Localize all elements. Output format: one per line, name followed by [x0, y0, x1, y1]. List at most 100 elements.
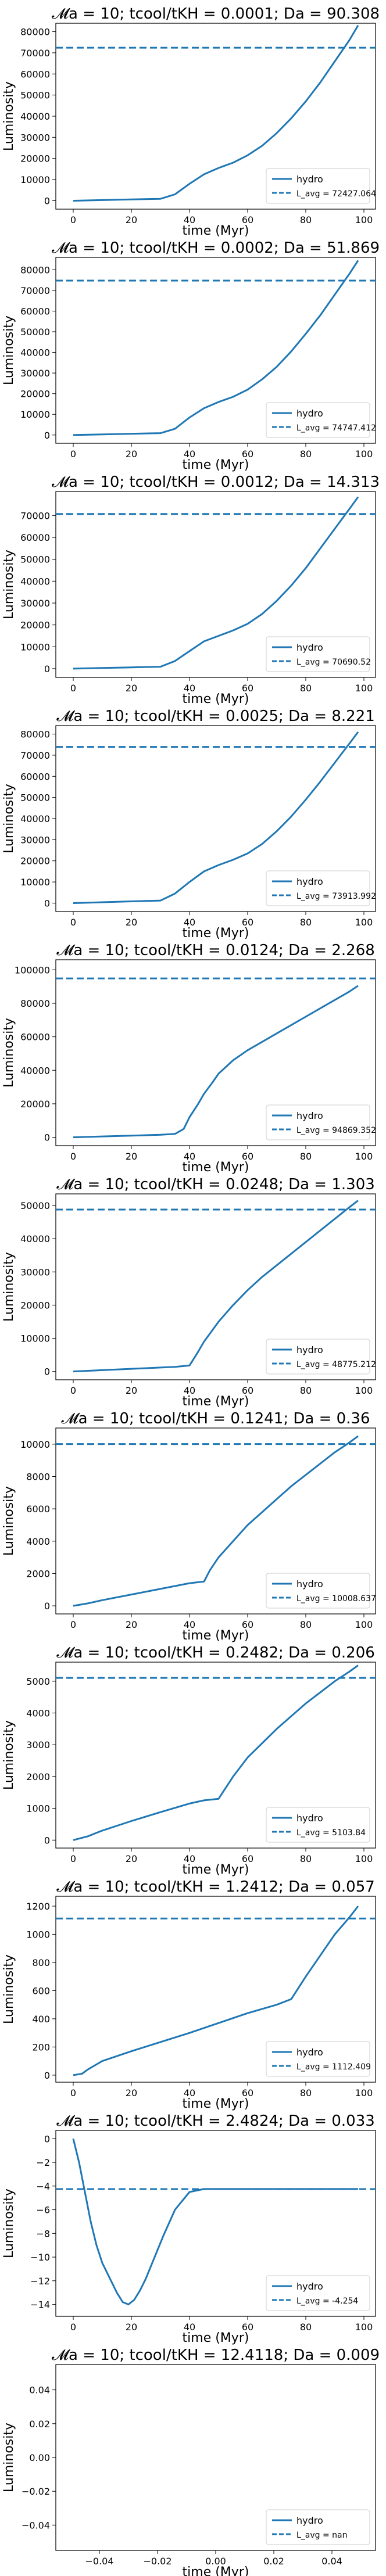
y-tick-label: 1000 — [26, 1929, 50, 1940]
y-tick-label: 800 — [32, 1957, 50, 1968]
chart-panel-3: 𝓜a = 10; tcool/tKH = 0.0012; Da = 14.313… — [2, 473, 380, 706]
y-tick-label: 20000 — [20, 620, 50, 631]
legend-box — [266, 402, 370, 438]
hydro-series-line — [73, 1906, 359, 2076]
x-tick-label: 40 — [184, 449, 195, 460]
legend-entry: hydro — [296, 1110, 323, 1121]
chart-panel-7: 𝓜a = 10; tcool/tKH = 0.1241; Da = 0.36 0 2… — [2, 1410, 376, 1643]
x-tick-label: 100 — [355, 2322, 373, 2333]
y-tick-label: −10 — [30, 2252, 50, 2263]
legend: hydro L_avg = 5103.84 — [266, 1807, 370, 1843]
y-tick-label: −12 — [30, 2276, 50, 2287]
x-axis-label: time (Myr) — [183, 224, 249, 238]
y-tick-label: 0 — [44, 1132, 50, 1143]
x-tick-label: 80 — [300, 683, 312, 694]
y-tick-label: 60000 — [20, 532, 50, 543]
plot-frame — [55, 2130, 376, 2317]
x-tick-label: −0.04 — [85, 2556, 113, 2567]
legend-entry: hydro — [296, 2281, 323, 2292]
x-tick-label: 60 — [242, 1385, 253, 1396]
y-tick-label: 70000 — [20, 750, 50, 761]
y-tick-label: 0.02 — [29, 2419, 50, 2430]
y-tick-label: 0 — [44, 195, 50, 206]
legend: hydro L_avg = 74747.412 — [266, 402, 376, 438]
y-tick-label: 50000 — [20, 327, 50, 338]
legend: hydro L_avg = -4.254 — [266, 2275, 370, 2311]
x-tick-label: 0 — [70, 1385, 76, 1396]
y-tick-label: 40000 — [20, 111, 50, 122]
x-tick-label: 0 — [70, 214, 76, 225]
chart-panel-8: 𝓜a = 10; tcool/tKH = 0.2482; Da = 0.206 0… — [2, 1644, 376, 1877]
x-tick-label: 0 — [70, 1619, 76, 1630]
y-tick-label: 20000 — [20, 1099, 50, 1110]
x-tick-label: 80 — [300, 2322, 312, 2333]
x-tick-label: 0 — [70, 1853, 76, 1864]
x-tick-label: 80 — [300, 2087, 312, 2098]
x-tick-label: 0 — [70, 2322, 76, 2333]
legend: hydro L_avg = nan — [266, 2509, 370, 2545]
x-tick-label: 100 — [355, 214, 373, 225]
y-tick-label: 70000 — [20, 510, 50, 521]
y-tick-label: 0 — [44, 1366, 50, 1377]
legend-entry: L_avg = 73913.992 — [296, 892, 376, 901]
y-tick-label: 40000 — [20, 813, 50, 824]
x-tick-label: 0.02 — [263, 2556, 284, 2567]
y-axis-label: Luminosity — [2, 81, 16, 151]
x-tick-label: 40 — [184, 2322, 195, 2333]
legend: hydro L_avg = 70690.52 — [266, 636, 371, 672]
y-tick-label: 40000 — [20, 347, 50, 358]
y-tick-label: 10000 — [20, 1439, 50, 1450]
x-tick-label: 60 — [242, 917, 253, 928]
x-tick-label: 60 — [242, 2322, 253, 2333]
hydro-series-line — [73, 260, 359, 436]
x-tick-label: 80 — [300, 1385, 312, 1396]
y-tick-label: 80000 — [20, 998, 50, 1009]
x-tick-label: 20 — [126, 1385, 137, 1396]
x-tick-label: 60 — [242, 1619, 253, 1630]
legend-box — [266, 636, 370, 672]
x-tick-label: 80 — [300, 214, 312, 225]
y-tick-label: 10000 — [20, 641, 50, 652]
chart-panel-2: 𝓜a = 10; tcool/tKH = 0.0002; Da = 51.869… — [2, 239, 380, 472]
legend-entry: L_avg = 1112.409 — [296, 2062, 371, 2072]
x-tick-label: 80 — [300, 1853, 312, 1864]
x-tick-label: 40 — [184, 917, 195, 928]
x-tick-label: 80 — [300, 1151, 312, 1162]
plot-frame — [55, 257, 376, 444]
legend: hydro L_avg = 73913.992 — [266, 870, 376, 906]
y-axis-label: Luminosity — [2, 1954, 16, 2024]
y-axis-label: Luminosity — [2, 550, 16, 619]
hydro-series-line — [73, 1435, 359, 1607]
x-axis-label: time (Myr) — [183, 2331, 249, 2345]
legend-entry: hydro — [296, 642, 323, 653]
y-tick-label: 10000 — [20, 409, 50, 420]
x-tick-label: 100 — [355, 1853, 373, 1864]
x-tick-label: 80 — [300, 1619, 312, 1630]
chart-panel-6: 𝓜a = 10; tcool/tKH = 0.0248; Da = 1.303 0… — [2, 1176, 376, 1409]
legend-entry: L_avg = 10008.637 — [296, 1594, 376, 1603]
y-tick-label: 2000 — [26, 1568, 50, 1579]
y-axis-label: Luminosity — [2, 1018, 16, 1088]
y-tick-label: 30000 — [20, 368, 50, 379]
chart-panel-1: 𝓜a = 10; tcool/tKH = 0.0001; Da = 90.308… — [2, 5, 380, 238]
y-tick-label: 0 — [44, 2070, 50, 2081]
y-tick-label: 4000 — [26, 1536, 50, 1547]
legend: hydro L_avg = 1112.409 — [266, 2041, 371, 2077]
x-tick-label: 100 — [355, 1619, 373, 1630]
y-tick-label: 2000 — [26, 1771, 50, 1782]
x-axis-label: time (Myr) — [183, 458, 249, 472]
chart-panel-5: 𝓜a = 10; tcool/tKH = 0.0124; Da = 2.268 0… — [2, 942, 376, 1175]
legend-entry: hydro — [296, 408, 323, 419]
y-tick-label: 30000 — [20, 132, 50, 143]
y-tick-label: 20000 — [20, 153, 50, 164]
plot-frame — [55, 1427, 376, 1615]
x-tick-label: 40 — [184, 1385, 195, 1396]
y-axis-label: Luminosity — [2, 2423, 16, 2492]
legend-entry: L_avg = 72427.064 — [296, 189, 376, 199]
y-axis-label: Luminosity — [2, 315, 16, 385]
x-tick-label: 40 — [184, 1853, 195, 1864]
x-tick-label: −0.02 — [143, 2556, 171, 2567]
legend-entry: L_avg = -4.254 — [296, 2297, 358, 2306]
y-tick-label: −6 — [36, 2205, 50, 2216]
